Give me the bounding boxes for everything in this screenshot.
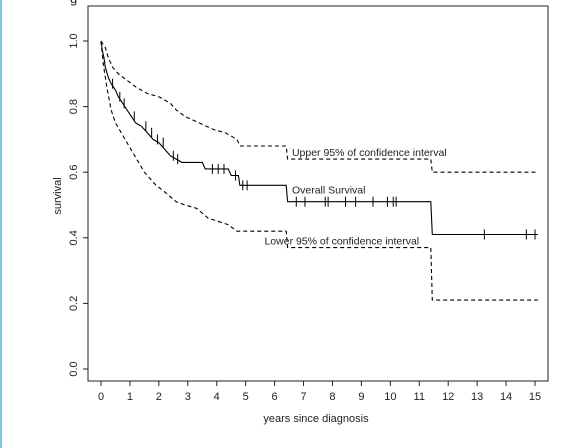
- y-tick-label: 1.0: [68, 33, 80, 48]
- upper-ci-line: [100, 40, 538, 173]
- y-tick-label: 0.6: [68, 165, 80, 180]
- x-axis-label: years since diagnosis: [263, 413, 369, 425]
- y-tick-label: 0.8: [68, 99, 80, 114]
- x-tick-label: 15: [529, 391, 541, 403]
- series-layer: [100, 40, 538, 301]
- x-tick-label: 4: [214, 391, 220, 403]
- x-tick-label: 3: [185, 391, 191, 403]
- x-tick-label: 11: [414, 391, 425, 403]
- y-axis: 0.0 0.2 0.4 0.6 0.8 1.0: [68, 33, 88, 377]
- series-annotation: Overall Survival: [292, 185, 366, 197]
- series-annotation: Upper 95% of confidence interval: [292, 147, 447, 159]
- y-tick-label: 0.4: [68, 230, 80, 245]
- x-tick-label: 2: [156, 391, 162, 403]
- cropped-heading-text: g: [70, 0, 77, 6]
- y-axis-label: survival: [52, 177, 64, 214]
- x-tick-label: 8: [329, 391, 335, 403]
- plot-frame: [87, 5, 549, 382]
- lower-ci-line: [100, 40, 538, 301]
- x-tick-label: 9: [358, 391, 364, 403]
- y-tick-label: 0.2: [68, 296, 80, 311]
- x-axis: 0 1 2 3 4 5 6 7 8 9 10 11 12 13 14 15: [98, 381, 541, 403]
- left-border-accent: [0, 0, 2, 448]
- censor-marks: [112, 78, 536, 240]
- x-tick-label: 6: [272, 391, 278, 403]
- x-tick-label: 1: [127, 391, 133, 403]
- annotation-layer: Upper 95% of confidence interval Overall …: [264, 147, 446, 248]
- x-tick-label: 0: [98, 391, 104, 403]
- x-tick-label: 7: [300, 391, 306, 403]
- y-tick-label: 0.0: [68, 361, 80, 376]
- overall-survival-line: [100, 40, 538, 236]
- x-tick-label: 10: [384, 391, 396, 403]
- x-tick-label: 12: [442, 391, 454, 403]
- x-tick-label: 5: [243, 391, 249, 403]
- x-tick-label: 14: [500, 391, 512, 403]
- x-tick-label: 13: [471, 391, 483, 403]
- series-annotation: Lower 95% of confidence interval: [264, 235, 419, 247]
